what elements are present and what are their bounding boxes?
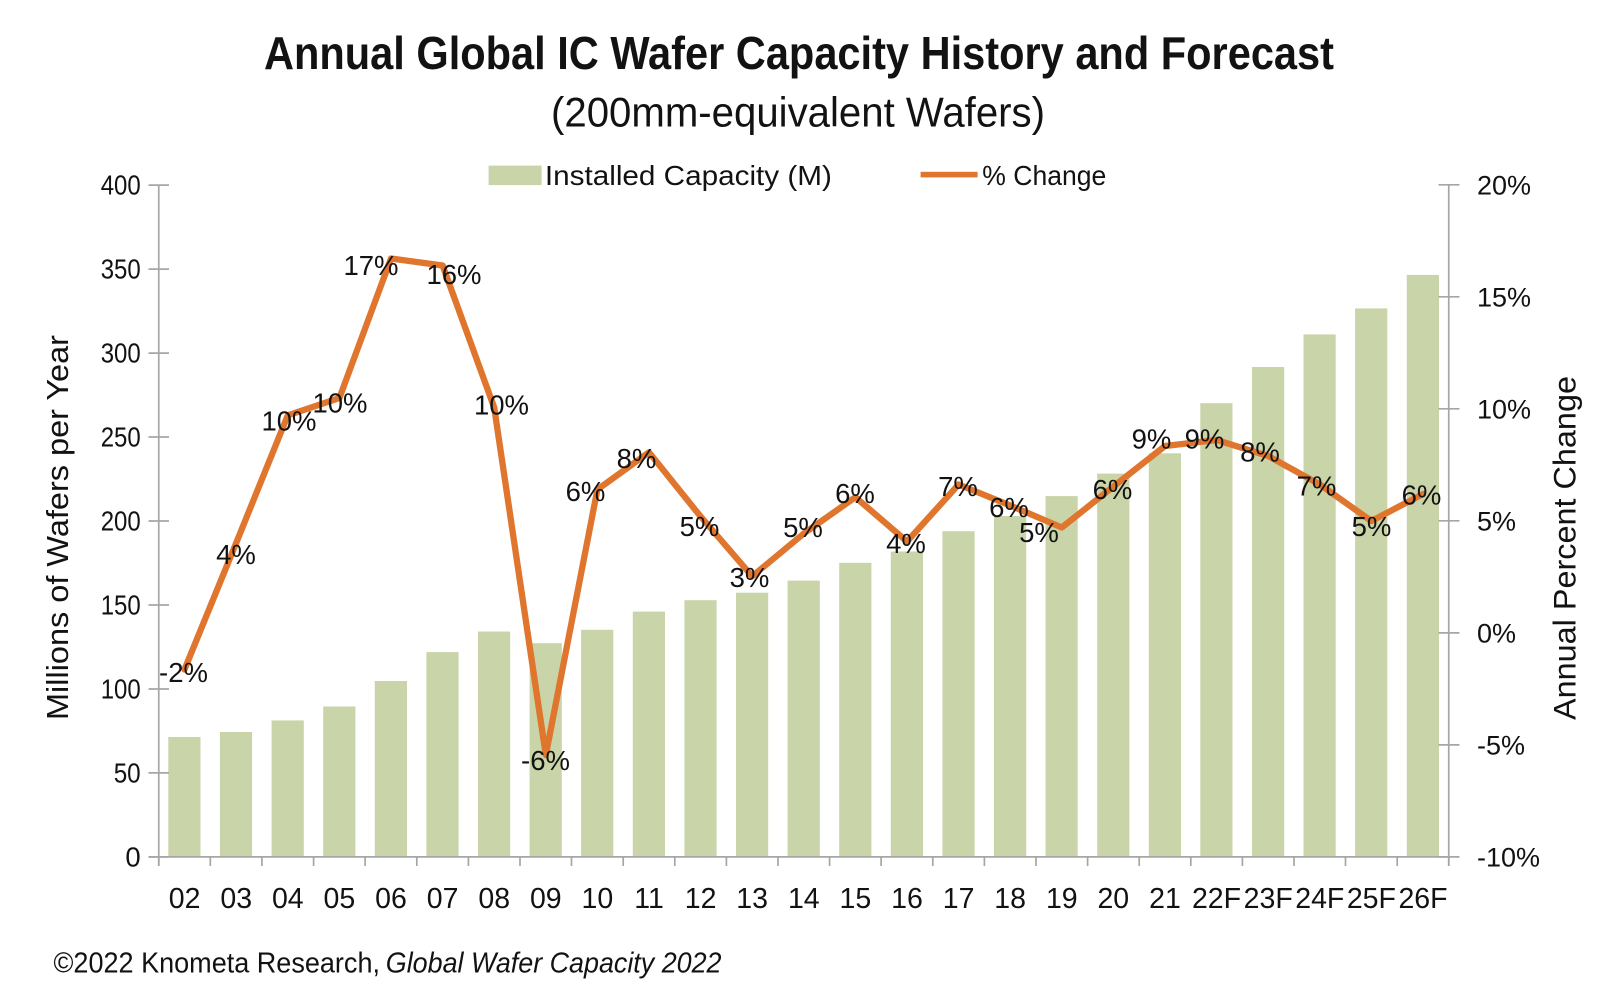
svg-text:7%: 7%: [938, 471, 978, 502]
svg-text:15: 15: [840, 883, 872, 915]
svg-text:Annual Global IC Wafer Capacit: Annual Global IC Wafer Capacity History …: [264, 27, 1334, 79]
svg-text:6%: 6%: [1093, 474, 1133, 505]
svg-text:5%: 5%: [1477, 506, 1516, 536]
svg-text:16%: 16%: [426, 259, 481, 290]
svg-text:14: 14: [788, 883, 820, 915]
svg-text:03: 03: [220, 883, 252, 915]
svg-text:5%: 5%: [783, 512, 823, 543]
svg-text:Annual Percent Change: Annual Percent Change: [1547, 376, 1583, 720]
svg-text:-10%: -10%: [1477, 843, 1540, 873]
svg-text:02: 02: [169, 883, 201, 915]
svg-text:250: 250: [101, 422, 141, 453]
svg-text:08: 08: [478, 883, 510, 915]
svg-text:200: 200: [101, 506, 141, 537]
svg-text:18: 18: [994, 883, 1026, 915]
svg-text:0: 0: [125, 842, 140, 873]
svg-text:10%: 10%: [1477, 394, 1531, 424]
svg-text:% Change: % Change: [982, 160, 1106, 191]
svg-text:09: 09: [530, 883, 562, 915]
svg-text:5%: 5%: [1352, 511, 1392, 542]
svg-text:8%: 8%: [1240, 437, 1280, 468]
svg-text:3%: 3%: [730, 562, 770, 593]
svg-text:21: 21: [1149, 883, 1181, 915]
svg-text:19: 19: [1046, 883, 1078, 915]
svg-text:350: 350: [101, 254, 141, 285]
svg-text:16: 16: [891, 883, 923, 915]
svg-text:©2022 Knometa Research,: ©2022 Knometa Research,: [54, 948, 381, 980]
svg-text:15%: 15%: [1477, 282, 1531, 312]
svg-text:23F: 23F: [1244, 883, 1293, 915]
svg-text:17: 17: [943, 883, 975, 915]
svg-text:10%: 10%: [474, 390, 529, 421]
svg-text:7%: 7%: [1297, 471, 1337, 502]
svg-text:6%: 6%: [1402, 480, 1442, 511]
svg-text:06: 06: [375, 883, 407, 915]
svg-text:20%: 20%: [1477, 170, 1531, 200]
svg-text:6%: 6%: [989, 492, 1029, 523]
svg-text:100: 100: [101, 674, 141, 705]
svg-text:10: 10: [582, 883, 614, 915]
svg-text:5%: 5%: [1019, 517, 1059, 548]
svg-text:6%: 6%: [566, 476, 606, 507]
svg-text:-6%: -6%: [521, 745, 570, 776]
svg-text:150: 150: [101, 590, 141, 621]
svg-text:5%: 5%: [680, 511, 720, 542]
svg-text:12: 12: [685, 883, 717, 915]
svg-text:25F: 25F: [1347, 883, 1396, 915]
svg-text:Global Wafer Capacity 2022: Global Wafer Capacity 2022: [386, 948, 722, 980]
svg-text:07: 07: [427, 883, 459, 915]
svg-text:04: 04: [272, 883, 304, 915]
svg-text:26F: 26F: [1398, 883, 1447, 915]
svg-text:-5%: -5%: [1477, 731, 1525, 761]
svg-text:50: 50: [114, 758, 141, 789]
svg-text:Millions of Wafers per Year: Millions of Wafers per Year: [40, 335, 75, 720]
svg-text:11: 11: [634, 883, 664, 915]
svg-text:24F: 24F: [1295, 883, 1344, 915]
svg-text:4%: 4%: [216, 539, 256, 570]
svg-text:Installed Capacity (M): Installed Capacity (M): [545, 160, 832, 191]
svg-text:-2%: -2%: [159, 657, 208, 688]
svg-text:05: 05: [324, 883, 356, 915]
svg-text:9%: 9%: [1185, 424, 1225, 455]
svg-text:9%: 9%: [1132, 424, 1172, 455]
svg-text:10%: 10%: [312, 388, 367, 419]
svg-text:400: 400: [101, 170, 141, 201]
svg-text:0%: 0%: [1477, 619, 1516, 649]
svg-text:300: 300: [101, 338, 141, 369]
svg-text:13: 13: [736, 883, 768, 915]
svg-text:(200mm-equivalent Wafers): (200mm-equivalent Wafers): [551, 89, 1045, 136]
svg-text:8%: 8%: [617, 443, 657, 474]
svg-text:6%: 6%: [835, 478, 875, 509]
svg-text:17%: 17%: [343, 250, 398, 281]
svg-text:20: 20: [1097, 883, 1129, 915]
svg-text:4%: 4%: [886, 528, 926, 559]
svg-text:22F: 22F: [1192, 883, 1241, 915]
svg-text:10%: 10%: [261, 406, 316, 437]
